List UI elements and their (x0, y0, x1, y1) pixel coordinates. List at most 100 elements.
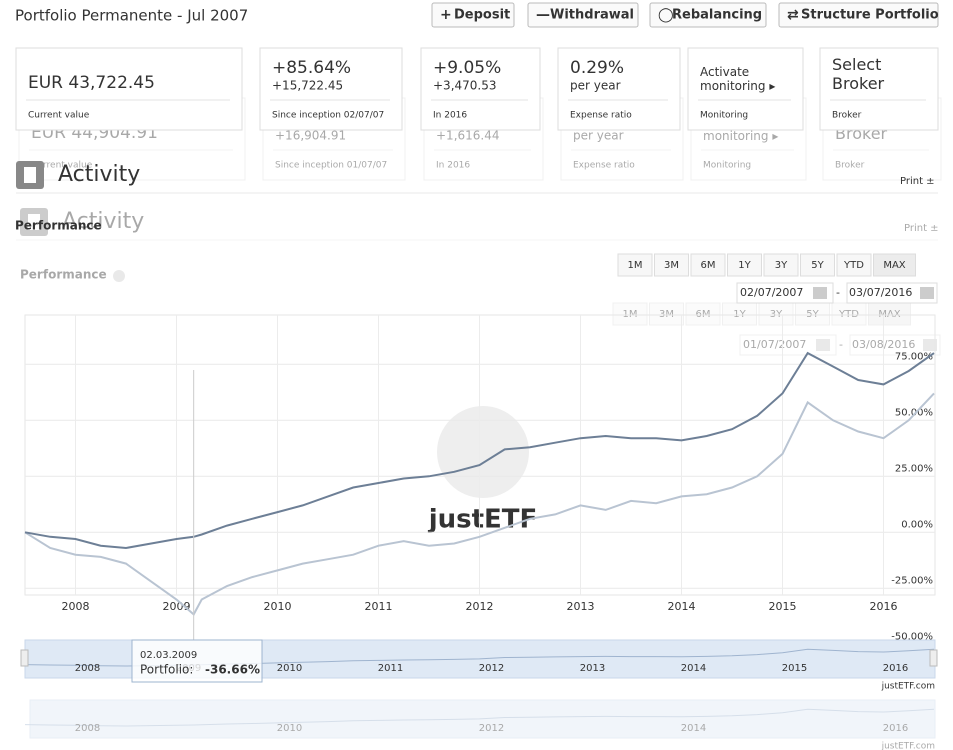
navigator-label: 2016 (883, 723, 908, 734)
x-tick-label: 2008 (61, 600, 89, 613)
button[interactable] (431, 2, 515, 28)
range-button[interactable] (654, 253, 689, 277)
stat-card (259, 47, 403, 131)
x-tick-label: 2010 (263, 600, 291, 613)
watermark: justETF (428, 505, 538, 535)
navigator: 2008 2010 2012 2014 2016 justETF.com (24, 699, 936, 750)
button-label: Rebalancing (672, 8, 762, 23)
button-label: Structure Portfolio (801, 8, 939, 23)
range-button[interactable] (836, 253, 872, 277)
credit: justETF.com (881, 682, 935, 692)
date-input[interactable] (736, 282, 834, 304)
range-label: 1Y (738, 260, 751, 271)
stat-value: +9.05% (433, 58, 501, 78)
calendar-icon (923, 339, 937, 351)
range-buttons: 1M 3M 6M 1Y 3Y 5Y YTD MAX (617, 253, 916, 277)
print-link: Print ± (904, 223, 939, 234)
date-to: 03/07/2016 (849, 286, 912, 299)
button-icon: — (536, 7, 550, 23)
page-title: Portfolio Permanente - Jul 2007 (15, 7, 248, 25)
stat-value-line: Broker (832, 74, 885, 93)
y-tick-label: 50.00% (895, 407, 933, 418)
stat-value-line: Activate (700, 65, 749, 79)
button[interactable] (649, 2, 767, 28)
button-icon: ⇄ (787, 7, 799, 23)
x-tick-label: 2016 (869, 600, 897, 613)
stat-sub: +16,904.91 (275, 129, 346, 143)
button-icon: + (440, 7, 452, 23)
range-button[interactable] (727, 253, 762, 277)
stat-label: Expense ratio (573, 161, 635, 171)
navigator-label: 2011 (378, 663, 403, 674)
calendar-icon (816, 339, 830, 351)
calendar-icon (813, 287, 827, 299)
y-tick-label: -25.00% (891, 575, 933, 586)
date-range: 01/07/2007-03/08/2016 (739, 334, 941, 356)
stat-sub: +3,470.53 (433, 79, 497, 93)
range-button[interactable] (617, 253, 653, 277)
date-input[interactable] (846, 282, 938, 304)
range-button[interactable] (690, 253, 726, 277)
range-button[interactable] (800, 253, 835, 277)
tooltip-value: -36.66% (205, 663, 260, 677)
stat-cards: EUR 43,722.45 Current value +85.64%+15,722… (15, 47, 939, 131)
navigator-band (29, 699, 936, 739)
navigator-label: 2012 (479, 663, 504, 674)
tooltip-date: 02.03.2009 (140, 650, 197, 661)
calendar-icon (920, 287, 934, 299)
range-label: 6M (701, 260, 716, 271)
plot-frame (24, 314, 936, 596)
stat-sub: per year (573, 129, 624, 143)
range-button[interactable] (873, 253, 916, 277)
button[interactable] (778, 2, 939, 28)
stat-card (687, 47, 804, 131)
stat-label: In 2016 (436, 161, 470, 171)
navigator-line (24, 708, 935, 727)
range-button[interactable] (763, 253, 799, 277)
x-tick-label: 2015 (768, 600, 796, 613)
activity-icon-paper (24, 167, 36, 183)
date-separator: - (836, 286, 840, 299)
range-button[interactable] (685, 302, 721, 326)
stat-value-line: monitoring ▸ (700, 79, 775, 93)
button[interactable] (527, 2, 639, 28)
performance-title: Performance (15, 219, 102, 233)
stat-value: EUR 43,722.45 (28, 73, 155, 93)
stat-label: Broker (832, 111, 862, 121)
range-label: YTD (843, 260, 864, 271)
range-label: 3M (664, 260, 679, 271)
x-tick-label: 2012 (465, 600, 493, 613)
stat-sub: +15,722.45 (272, 79, 343, 93)
date-separator: - (839, 338, 843, 351)
stat-value: 0.29% (570, 58, 624, 78)
stat-value-line: Select (832, 55, 881, 74)
button-label: Deposit (454, 8, 510, 23)
stat-card (15, 47, 243, 131)
credit: justETF.com (881, 742, 935, 750)
info-icon (113, 270, 125, 282)
navigator-label: 2010 (277, 723, 302, 734)
stat-label: Current value (31, 161, 93, 171)
activity-title: Activity (62, 209, 144, 234)
stat-value: +85.64% (272, 58, 351, 78)
activity-header: Activity Print ± (16, 161, 938, 194)
date-input[interactable] (849, 334, 941, 356)
y-tick-label: 75.00% (895, 351, 933, 362)
range-button[interactable] (649, 302, 684, 326)
navigator-label: 2013 (580, 663, 605, 674)
x-tick-label: 2014 (667, 600, 695, 613)
activity-icon-paper (28, 214, 40, 230)
range-label: MAX (883, 260, 905, 271)
performance-ghost: Performance (20, 268, 125, 282)
navigator-label: 2008 (75, 663, 100, 674)
stat-label: Monitoring (703, 161, 751, 171)
stat-label: Since inception 02/07/07 (272, 111, 384, 121)
y-tick-label: -50.00% (891, 631, 933, 642)
range-button[interactable] (612, 302, 648, 326)
date-input[interactable] (739, 334, 837, 356)
tooltip (131, 639, 263, 683)
stat-card (420, 47, 541, 131)
